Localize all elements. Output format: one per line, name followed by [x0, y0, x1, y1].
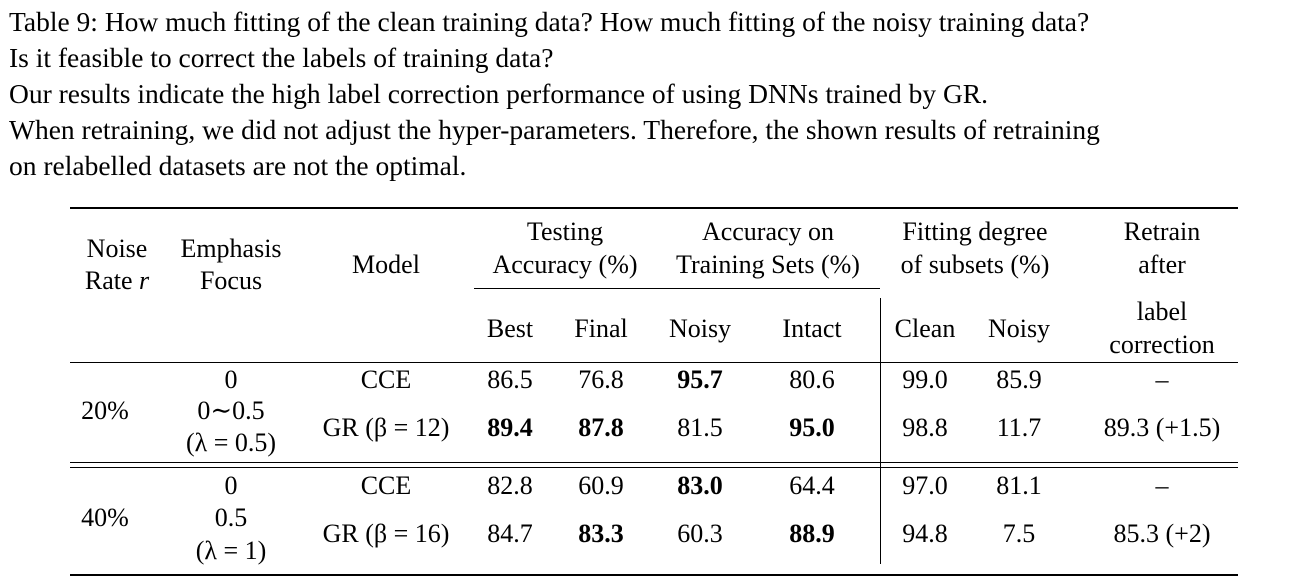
header-fitting-line2: of subsets (%) [900, 250, 1050, 279]
header-retrain-line3: label [1136, 297, 1188, 326]
noisy-subset-cell: 85.9 [996, 365, 1042, 394]
header-noisy: Noisy [668, 314, 732, 343]
caption-line-4: When retraining, we did not adjust the h… [9, 114, 1100, 145]
emphasis-cell: 0∼0.5 [197, 396, 265, 425]
header-intact: Intact [782, 314, 842, 343]
caption-line-1: Table 9: How much fitting of the clean t… [9, 6, 1090, 37]
header-model: Model [352, 250, 420, 279]
best-cell: 86.5 [487, 365, 533, 394]
clean-cell: 97.0 [902, 471, 948, 500]
header-emphasis-line1: Emphasis [180, 234, 282, 263]
header-testing-line2: Accuracy (%) [492, 250, 638, 279]
noisy-cell: 60.3 [677, 519, 723, 548]
model-cell: GR (β = 12) [322, 413, 450, 442]
header-fitting-line1: Fitting degree [902, 217, 1048, 246]
emphasis-lambda-cell: (λ = 1) [195, 536, 267, 565]
caption-line-5: on relabelled datasets are not the optim… [9, 150, 467, 181]
intact-cell: 95.0 [789, 413, 835, 442]
noisy-cell: 81.5 [677, 413, 723, 442]
table-caption: Table 9: How much fitting of the clean t… [9, 4, 1301, 184]
header-cmidrule [474, 288, 880, 289]
emphasis-cell: 0 [224, 471, 238, 500]
best-cell: 89.4 [487, 413, 533, 442]
clean-cell: 99.0 [902, 365, 948, 394]
retrain-cell: – [1155, 365, 1169, 394]
noisy-cell: 83.0 [677, 471, 723, 500]
bottom-rule [70, 574, 1238, 576]
final-cell: 60.9 [578, 471, 624, 500]
intact-cell: 80.6 [789, 365, 835, 394]
clean-cell: 98.8 [902, 413, 948, 442]
clean-cell: 94.8 [902, 519, 948, 548]
final-cell: 83.3 [578, 519, 624, 548]
retrain-cell: – [1155, 471, 1169, 500]
noise-rate-cell: 40% [81, 503, 129, 532]
header-noise-rate-line1: Noise [86, 234, 148, 263]
header-final: Final [574, 314, 628, 343]
final-cell: 87.8 [578, 413, 624, 442]
vertical-separator [880, 298, 881, 564]
header-best: Best [486, 314, 534, 343]
top-rule [70, 207, 1238, 209]
noisy-subset-cell: 11.7 [996, 413, 1042, 442]
noisy-subset-cell: 81.1 [996, 471, 1042, 500]
caption-line-2: Is it feasible to correct the labels of … [9, 42, 554, 73]
best-cell: 84.7 [487, 519, 533, 548]
model-cell: GR (β = 16) [322, 519, 450, 548]
header-midrule [70, 362, 1238, 363]
retrain-cell: 89.3 (+1.5) [1103, 413, 1221, 442]
group-separator-2 [70, 467, 1238, 468]
emphasis-lambda-cell: (λ = 0.5) [185, 428, 277, 457]
retrain-cell: 85.3 (+2) [1113, 519, 1211, 548]
model-cell: CCE [360, 471, 412, 500]
header-clean: Clean [894, 314, 956, 343]
header-noisy-subset: Noisy [987, 314, 1051, 343]
intact-cell: 88.9 [789, 519, 835, 548]
header-acc-train-line2: Training Sets (%) [676, 250, 860, 279]
best-cell: 82.8 [487, 471, 533, 500]
intact-cell: 64.4 [789, 471, 835, 500]
noisy-subset-cell: 7.5 [1002, 519, 1036, 548]
header-emphasis-line2: Focus [199, 266, 263, 295]
emphasis-cell: 0 [224, 365, 238, 394]
group-separator-1 [70, 462, 1238, 463]
caption-line-3: Our results indicate the high label corr… [9, 78, 989, 109]
header-testing-line1: Testing [526, 217, 604, 246]
final-cell: 76.8 [578, 365, 624, 394]
emphasis-cell: 0.5 [214, 503, 248, 532]
noise-rate-cell: 20% [81, 396, 129, 425]
header-retrain-line4: correction [1109, 330, 1215, 359]
header-retrain-line1: Retrain [1123, 217, 1201, 246]
header-retrain-line2: after [1138, 250, 1186, 279]
header-noise-rate-line2: Rate r [84, 266, 150, 295]
noisy-cell: 95.7 [677, 365, 723, 394]
model-cell: CCE [360, 365, 412, 394]
header-acc-train-line1: Accuracy on [701, 217, 835, 246]
